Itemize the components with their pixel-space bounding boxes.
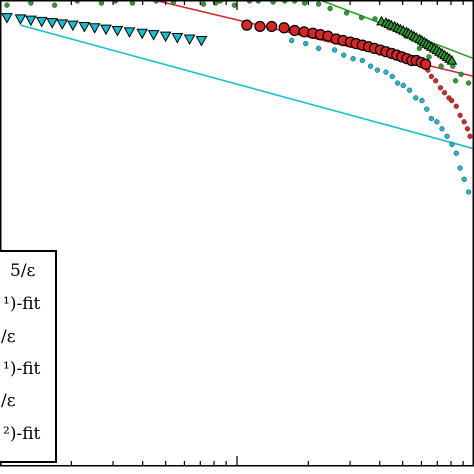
red-sparse-point: [467, 133, 473, 139]
cyan-dense-point: [1, 13, 13, 24]
legend-label: 5/ε: [10, 261, 36, 281]
cyan-sparse-point: [389, 73, 395, 80]
green-sparse-point: [4, 2, 10, 8]
cyan-dense-point: [25, 15, 37, 27]
legend-box: [0, 250, 57, 463]
cyan-dense-point: [46, 18, 59, 29]
green-sparse-point: [358, 14, 365, 21]
green-sparse-point: [458, 71, 464, 77]
green-sparse-point: [465, 80, 472, 86]
red-dense-point: [266, 20, 278, 33]
cyan-dense-point: [67, 20, 79, 32]
cyan-sparse-point: [315, 45, 322, 52]
cyan-sparse-point: [424, 106, 430, 112]
legend: 5/ε ¹)-fit /ε ¹)-fit /ε ²)-fit: [0, 250, 57, 463]
cyan-sparse-point: [288, 37, 295, 44]
cyan-sparse-point: [428, 115, 435, 122]
cyan-sparse-point: [341, 52, 347, 58]
cyan-dense-point: [78, 21, 91, 33]
legend-label: ¹)-fit: [3, 294, 41, 314]
cyan-dense-point: [100, 24, 112, 36]
cyan-sparse-point: [453, 150, 459, 156]
cyan-sparse-point: [367, 63, 374, 69]
red-sparse-point: [433, 78, 439, 84]
legend-label: /ε: [1, 391, 16, 411]
red-sparse-point: [449, 97, 455, 104]
green-sparse-point: [51, 2, 58, 8]
green-sparse-point: [416, 45, 422, 52]
cyan-sparse-point: [394, 80, 401, 86]
cyan-sparse-point: [439, 126, 445, 132]
cyan-sparse-point: [457, 165, 463, 171]
data-points: [1, 0, 473, 195]
cyan-sparse-point: [449, 141, 455, 148]
cyan-sparse-point: [303, 40, 309, 47]
green-sparse-point: [327, 5, 333, 12]
cyan-sparse-point: [400, 82, 406, 89]
red-sparse-point: [428, 73, 435, 80]
cyan-dense-point: [35, 16, 48, 28]
cyan-dense-point: [88, 23, 101, 34]
red-dense-point: [254, 20, 266, 33]
cyan-dense-point: [14, 14, 27, 25]
cyan-dense-point: [136, 28, 149, 40]
red-dense-point: [278, 22, 290, 34]
legend-label: ²)-fit: [3, 424, 41, 444]
cyan-dense-point: [123, 27, 136, 38]
red-sparse-point: [464, 126, 471, 132]
green-sparse-point: [372, 16, 378, 22]
cyan-sparse-point: [465, 189, 472, 195]
red-dense-point: [420, 58, 432, 70]
cyan-sparse-point: [419, 97, 425, 104]
cyan-sparse-point: [374, 67, 380, 73]
red-dense-point: [241, 19, 253, 31]
cyan-sparse-point: [413, 95, 419, 101]
cyan-dense-point: [171, 33, 184, 44]
red-sparse-point: [457, 112, 463, 118]
cyan-dense-point: [56, 19, 69, 30]
red-sparse-point: [441, 90, 448, 96]
legend-label: ¹)-fit: [3, 359, 41, 379]
cyan-sparse-point: [331, 47, 338, 53]
cyan-sparse-point: [434, 119, 440, 125]
green-sparse-point: [315, 1, 322, 7]
red-sparse-point: [461, 119, 467, 125]
green-dense-point: [446, 54, 458, 65]
cyan-sparse-point: [350, 56, 356, 62]
green-sparse-point: [231, 2, 238, 8]
cyan-dense-point: [159, 31, 172, 43]
legend-label: /ε: [1, 327, 16, 347]
cyan-dense-point: [111, 25, 124, 37]
cyan-sparse-point: [444, 133, 450, 139]
cyan-fit-line: [20, 24, 474, 150]
cyan-sparse-point: [406, 87, 413, 93]
green-sparse-point: [343, 10, 350, 16]
green-sparse-point: [438, 63, 444, 69]
cyan-dense-point: [147, 30, 160, 41]
cyan-dense-point: [195, 36, 208, 47]
cyan-sparse-point: [383, 69, 389, 75]
red-dense-point: [289, 24, 301, 37]
green-sparse-point: [200, 1, 207, 7]
red-sparse-point: [453, 103, 459, 109]
cyan-sparse-point: [359, 57, 366, 64]
red-sparse-point: [437, 85, 444, 91]
green-sparse-point: [452, 78, 459, 84]
cyan-dense-point: [183, 34, 196, 46]
green-sparse-point: [426, 54, 432, 60]
cyan-sparse-point: [461, 176, 467, 182]
